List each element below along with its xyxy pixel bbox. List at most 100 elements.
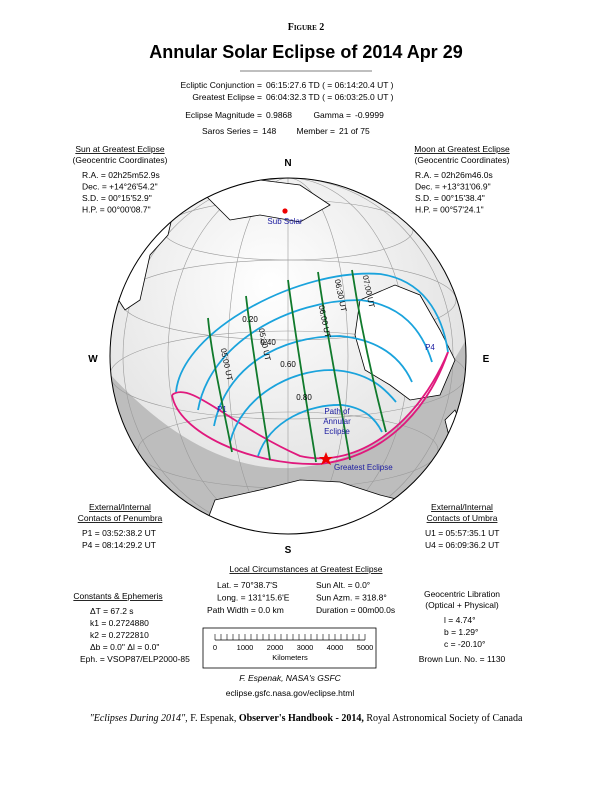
block-title: External/Internal	[89, 502, 151, 512]
block-title: Contacts of Umbra	[427, 513, 498, 523]
block-title: Contacts of Penumbra	[78, 513, 163, 523]
label: Ecliptic Conjunction =	[180, 80, 262, 90]
time-line	[207, 317, 233, 453]
contact-row: U1 = 05:57:35.1 UT	[425, 528, 499, 538]
value: 06:15:27.6 TD ( = 06:14:20.4 UT )	[266, 80, 394, 90]
scale-label: 1000	[237, 643, 254, 652]
compass-label: W	[88, 354, 98, 365]
value: 21 of 75	[339, 126, 370, 136]
magnitude-curve	[257, 404, 383, 457]
magnitude-label: 0.40	[260, 338, 276, 347]
coordinate-row: S.D. = 00°15'38.4"	[415, 193, 485, 203]
scale-label: 0	[213, 643, 217, 652]
constant-row: k1 = 0.2724880	[90, 618, 149, 628]
contact-row: P1 = 03:52:38.2 UT	[82, 528, 156, 538]
coordinate-row: Dec. = +13°31'06.9"	[415, 182, 491, 192]
coordinate-row: S.D. = 00°15'52.9"	[82, 193, 152, 203]
time-line	[351, 269, 387, 433]
magnitude-curve	[197, 299, 433, 411]
block-title: Sun at Greatest Eclipse	[75, 144, 165, 154]
sub-solar-point	[282, 208, 288, 214]
value: 06:04:32.3 TD ( = 06:03:25.0 UT )	[266, 92, 394, 102]
label: Saros Series =	[202, 126, 258, 136]
footer-book: Observer's Handbook - 2014,	[239, 713, 365, 724]
libration-row: l = 4.74°	[444, 615, 476, 625]
night-side	[110, 336, 466, 534]
time-line	[317, 271, 351, 461]
globe	[109, 177, 467, 535]
constant-row: ΔT = 67.2 s	[90, 606, 134, 616]
penumbra-limit	[171, 351, 449, 465]
label: Greatest Eclipse =	[192, 92, 262, 102]
local-row: Long. = 131°15.6'E	[217, 593, 290, 603]
scale-unit: Kilometers	[272, 653, 308, 662]
contact-label: P4	[425, 343, 435, 352]
footer-org: Royal Astronomical Society of Canada	[366, 713, 523, 724]
label: Member =	[297, 126, 336, 136]
compass-label: E	[483, 354, 490, 365]
credit: F. Espenak, NASA's GSFC	[239, 673, 341, 683]
land	[354, 284, 456, 401]
time-line	[287, 279, 317, 463]
value: -0.9999	[355, 110, 384, 120]
constant-row: k2 = 0.2722810	[90, 630, 149, 640]
meridian	[227, 178, 349, 534]
contact-row: P4 = 08:14:29.2 UT	[82, 540, 156, 550]
greatest-label: Greatest Eclipse	[334, 463, 393, 472]
greatest-eclipse-point	[319, 452, 333, 465]
scale-label: 3000	[297, 643, 314, 652]
magnitude-curve	[213, 335, 413, 427]
land	[199, 179, 331, 223]
block-title: External/Internal	[431, 502, 493, 512]
footer: "Eclipses During 2014", F. Espenak, Obse…	[90, 713, 523, 724]
scale-box	[202, 627, 377, 669]
magnitude-curve	[229, 369, 397, 443]
globe-outline	[109, 177, 467, 535]
time-line	[245, 295, 271, 461]
block-title: Geocentric Libration	[424, 589, 500, 599]
libration-row: b = 1.29°	[444, 627, 478, 637]
footer-author: F. Espenak,	[190, 713, 236, 724]
url: eclipse.gsfc.nasa.gov/eclipse.html	[226, 688, 355, 698]
magnitude-label: 0.80	[296, 393, 312, 402]
block-title: Constants & Ephemeris	[73, 591, 162, 601]
scale-label: 4000	[327, 643, 344, 652]
sub-solar-label: Sub Solar	[267, 217, 302, 226]
coordinate-row: H.P. = 00°00'08.7"	[82, 205, 151, 215]
block-subtitle: (Optical + Physical)	[425, 600, 499, 610]
coordinate-row: Dec. = +14°26'54.2"	[82, 182, 158, 192]
coordinate-row: R.A. = 02h26m46.0s	[415, 170, 493, 180]
footer-source: "Eclipses During 2014",	[90, 713, 188, 724]
compass-label: S	[285, 545, 292, 556]
brown-number: Brown Lun. No. = 1130	[419, 654, 506, 664]
magnitude-label: 0.60	[280, 360, 296, 369]
local-row: Lat. = 70°38.7'S	[217, 580, 278, 590]
local-row: Path Width = 0.0 km	[207, 605, 284, 615]
block-title: Moon at Greatest Eclipse	[414, 144, 510, 154]
constant-row: Eph. = VSOP87/ELP2000-85	[80, 654, 190, 664]
figure-label: Figure 2	[288, 22, 325, 33]
magnitude-curve	[175, 272, 449, 393]
path-label: Path of	[324, 407, 350, 416]
scale-label: 5000	[357, 643, 374, 652]
constant-row: Δb = 0.0" Δl = 0.0"	[90, 642, 159, 652]
contact-label: P1	[217, 405, 227, 414]
local-row: Sun Alt. = 0.0°	[316, 580, 370, 590]
label: Gamma =	[313, 110, 351, 120]
block-subtitle: (Geocentric Coordinates)	[415, 155, 510, 165]
path-label: Annular	[323, 417, 351, 426]
path-label: Eclipse	[324, 427, 350, 436]
local-row: Sun Azm. = 318.8°	[316, 593, 387, 603]
coordinate-row: H.P. = 00°57'24.1"	[415, 205, 484, 215]
block-subtitle: (Geocentric Coordinates)	[73, 155, 168, 165]
local-row: Duration = 00m00.0s	[316, 605, 395, 615]
scale-label: 2000	[267, 643, 284, 652]
contact-row: U4 = 06:09:36.2 UT	[425, 540, 499, 550]
value: 0.9868	[266, 110, 292, 120]
compass-label: N	[284, 158, 291, 169]
penumbra-limit	[171, 351, 449, 460]
label: Eclipse Magnitude =	[185, 110, 262, 120]
value: 148	[262, 126, 276, 136]
libration-row: c = -20.10°	[444, 639, 485, 649]
